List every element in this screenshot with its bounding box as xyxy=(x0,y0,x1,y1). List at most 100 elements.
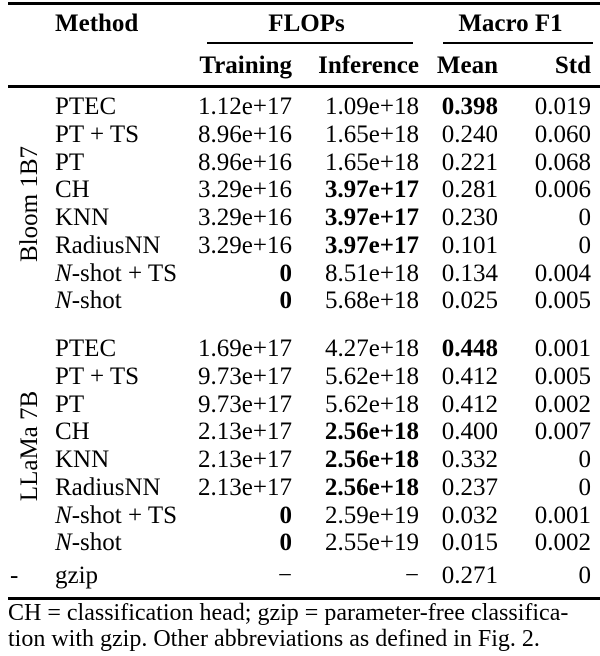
std-cell: 0.068 xyxy=(534,148,591,176)
method-cell: PT xyxy=(55,390,85,418)
std-cell: 0.019 xyxy=(534,93,591,120)
mean-cell: 0.332 xyxy=(441,446,498,473)
table-row: KNN 3.29e+16 3.97e+17 0.230 0 xyxy=(8,204,593,232)
std-cell: 0 xyxy=(578,446,592,473)
inference-cell: 4.27e+18 xyxy=(325,335,419,362)
method-cell: gzip xyxy=(55,562,99,589)
table-row: KNN 2.13e+17 2.56e+18 0.332 0 xyxy=(8,446,593,474)
table-row: PT 9.73e+17 5.62e+18 0.412 0.002 xyxy=(8,391,593,419)
table-bottom-rule xyxy=(8,597,600,600)
inference-cell: 3.97e+17 xyxy=(324,231,419,259)
mean-cell: 0.025 xyxy=(441,287,498,315)
method-cell: KNN xyxy=(55,204,110,231)
mean-cell: 0.398 xyxy=(441,93,498,120)
table-row: RadiusNN 2.13e+17 2.56e+18 0.237 0 xyxy=(8,474,593,502)
mean-cell: 0.230 xyxy=(441,204,498,231)
mean-cell: 0.400 xyxy=(441,418,498,446)
inference-cell: 1.65e+18 xyxy=(325,120,419,148)
mean-cell: 0.221 xyxy=(441,148,498,176)
group-label: - xyxy=(8,562,52,590)
training-cell: 0 xyxy=(279,501,293,529)
training-cell: 2.13e+17 xyxy=(198,418,292,446)
inference-cell: − xyxy=(404,562,419,589)
mean-cell: 0.015 xyxy=(441,529,498,557)
column-header-method: Method xyxy=(55,9,139,37)
training-cell: 2.13e+17 xyxy=(198,446,292,473)
column-group-macro-f1: Macro F1 xyxy=(458,9,563,37)
table-row: PTEC 1.69e+17 4.27e+18 0.448 0.001 xyxy=(8,335,593,363)
table-group: Bloom 1B7 PTEC 1.12e+17 1.09e+18 0.398 0.019 P… xyxy=(8,93,593,315)
inference-cell: 3.97e+17 xyxy=(324,176,419,204)
inference-cell: 2.56e+18 xyxy=(324,446,419,473)
std-cell: 0.005 xyxy=(534,362,591,390)
method-cell: PTEC xyxy=(55,335,117,362)
training-cell: 2.13e+17 xyxy=(198,473,292,501)
method-cell: N-shot + TS xyxy=(55,259,178,287)
mean-cell: 0.101 xyxy=(441,231,498,259)
inference-cell: 1.09e+18 xyxy=(325,93,419,120)
training-cell: 0 xyxy=(279,287,293,315)
column-group-flops: FLOPs xyxy=(268,9,345,37)
method-cell: N-shot + TS xyxy=(55,501,178,529)
mean-cell: 0.240 xyxy=(441,120,498,148)
inference-cell: 2.56e+18 xyxy=(324,418,419,446)
std-cell: 0.007 xyxy=(534,418,591,446)
mean-cell: 0.237 xyxy=(441,473,498,501)
std-cell: 0 xyxy=(578,231,592,259)
macro-f1-underline-rule xyxy=(443,42,593,44)
table-row: N-shot 0 5.68e+18 0.025 0.005 xyxy=(8,287,593,315)
std-cell: 0.006 xyxy=(534,176,591,204)
inference-cell: 5.68e+18 xyxy=(325,287,419,315)
std-cell: 0.005 xyxy=(534,287,591,315)
mean-cell: 0.032 xyxy=(441,501,498,529)
method-cell: CH xyxy=(55,418,90,446)
method-cell: CH xyxy=(55,176,90,204)
table-row: CH 3.29e+16 3.97e+17 0.281 0.006 xyxy=(8,176,593,204)
std-cell: 0 xyxy=(578,473,592,501)
flops-underline-rule xyxy=(207,42,413,44)
group-label-text: Bloom 1B7 xyxy=(16,146,43,262)
std-cell: 0 xyxy=(578,562,592,589)
std-cell: 0.001 xyxy=(534,335,591,362)
inference-cell: 3.97e+17 xyxy=(324,204,419,231)
table-body: Bloom 1B7 PTEC 1.12e+17 1.09e+18 0.398 0.019 P… xyxy=(8,93,593,590)
group-label: Bloom 1B7 xyxy=(8,93,52,315)
footnote: CH = classification head; gzip = paramet… xyxy=(8,600,600,652)
training-cell: 8.96e+16 xyxy=(198,148,292,176)
mean-cell: 0.448 xyxy=(441,335,498,362)
column-header-std: Std xyxy=(554,52,591,79)
column-header-inference: Inference xyxy=(318,52,419,79)
header-row-subcolumns: Training Inference Mean Std xyxy=(8,46,593,86)
mean-cell: 0.412 xyxy=(441,362,498,390)
training-cell: 0 xyxy=(279,529,293,557)
training-cell: 3.29e+16 xyxy=(198,176,292,204)
std-cell: 0 xyxy=(578,204,592,231)
group-label: LLaMa 7B xyxy=(8,335,52,557)
training-cell: 9.73e+17 xyxy=(198,362,292,390)
inference-cell: 1.65e+18 xyxy=(325,148,419,176)
training-cell: 1.69e+17 xyxy=(198,335,292,362)
header-bottom-rule xyxy=(8,85,600,88)
method-cell: PT + TS xyxy=(55,120,140,148)
table-row: N-shot + TS 0 8.51e+18 0.134 0.004 xyxy=(8,260,593,288)
table-group: - gzip − −0.271 0 xyxy=(8,562,593,590)
training-cell: 1.12e+17 xyxy=(198,93,292,120)
column-header-training: Training xyxy=(199,52,292,79)
method-cell: RadiusNN xyxy=(55,231,161,259)
table-row: PT 8.96e+16 1.65e+18 0.221 0.068 xyxy=(8,149,593,177)
table-row: PT + TS 9.73e+17 5.62e+18 0.412 0.005 xyxy=(8,363,593,391)
method-cell: RadiusNN xyxy=(55,473,161,501)
inference-cell: 2.55e+19 xyxy=(325,529,419,557)
mean-cell: 0.271 xyxy=(441,562,498,589)
training-cell: 3.29e+16 xyxy=(198,231,292,259)
group-label-text: LLaMa 7B xyxy=(16,390,44,502)
training-cell: 0 xyxy=(279,259,293,287)
inference-cell: 2.56e+18 xyxy=(324,473,419,501)
std-cell: 0.002 xyxy=(534,529,591,557)
mean-cell: 0.281 xyxy=(441,176,498,204)
table-row: N-shot + TS 0 2.59e+19 0.032 0.001 xyxy=(8,502,593,530)
method-cell: PTEC xyxy=(55,93,117,120)
footnote-line: CH = classification head; gzip = paramet… xyxy=(8,600,569,626)
training-cell: 8.96e+16 xyxy=(198,120,292,148)
